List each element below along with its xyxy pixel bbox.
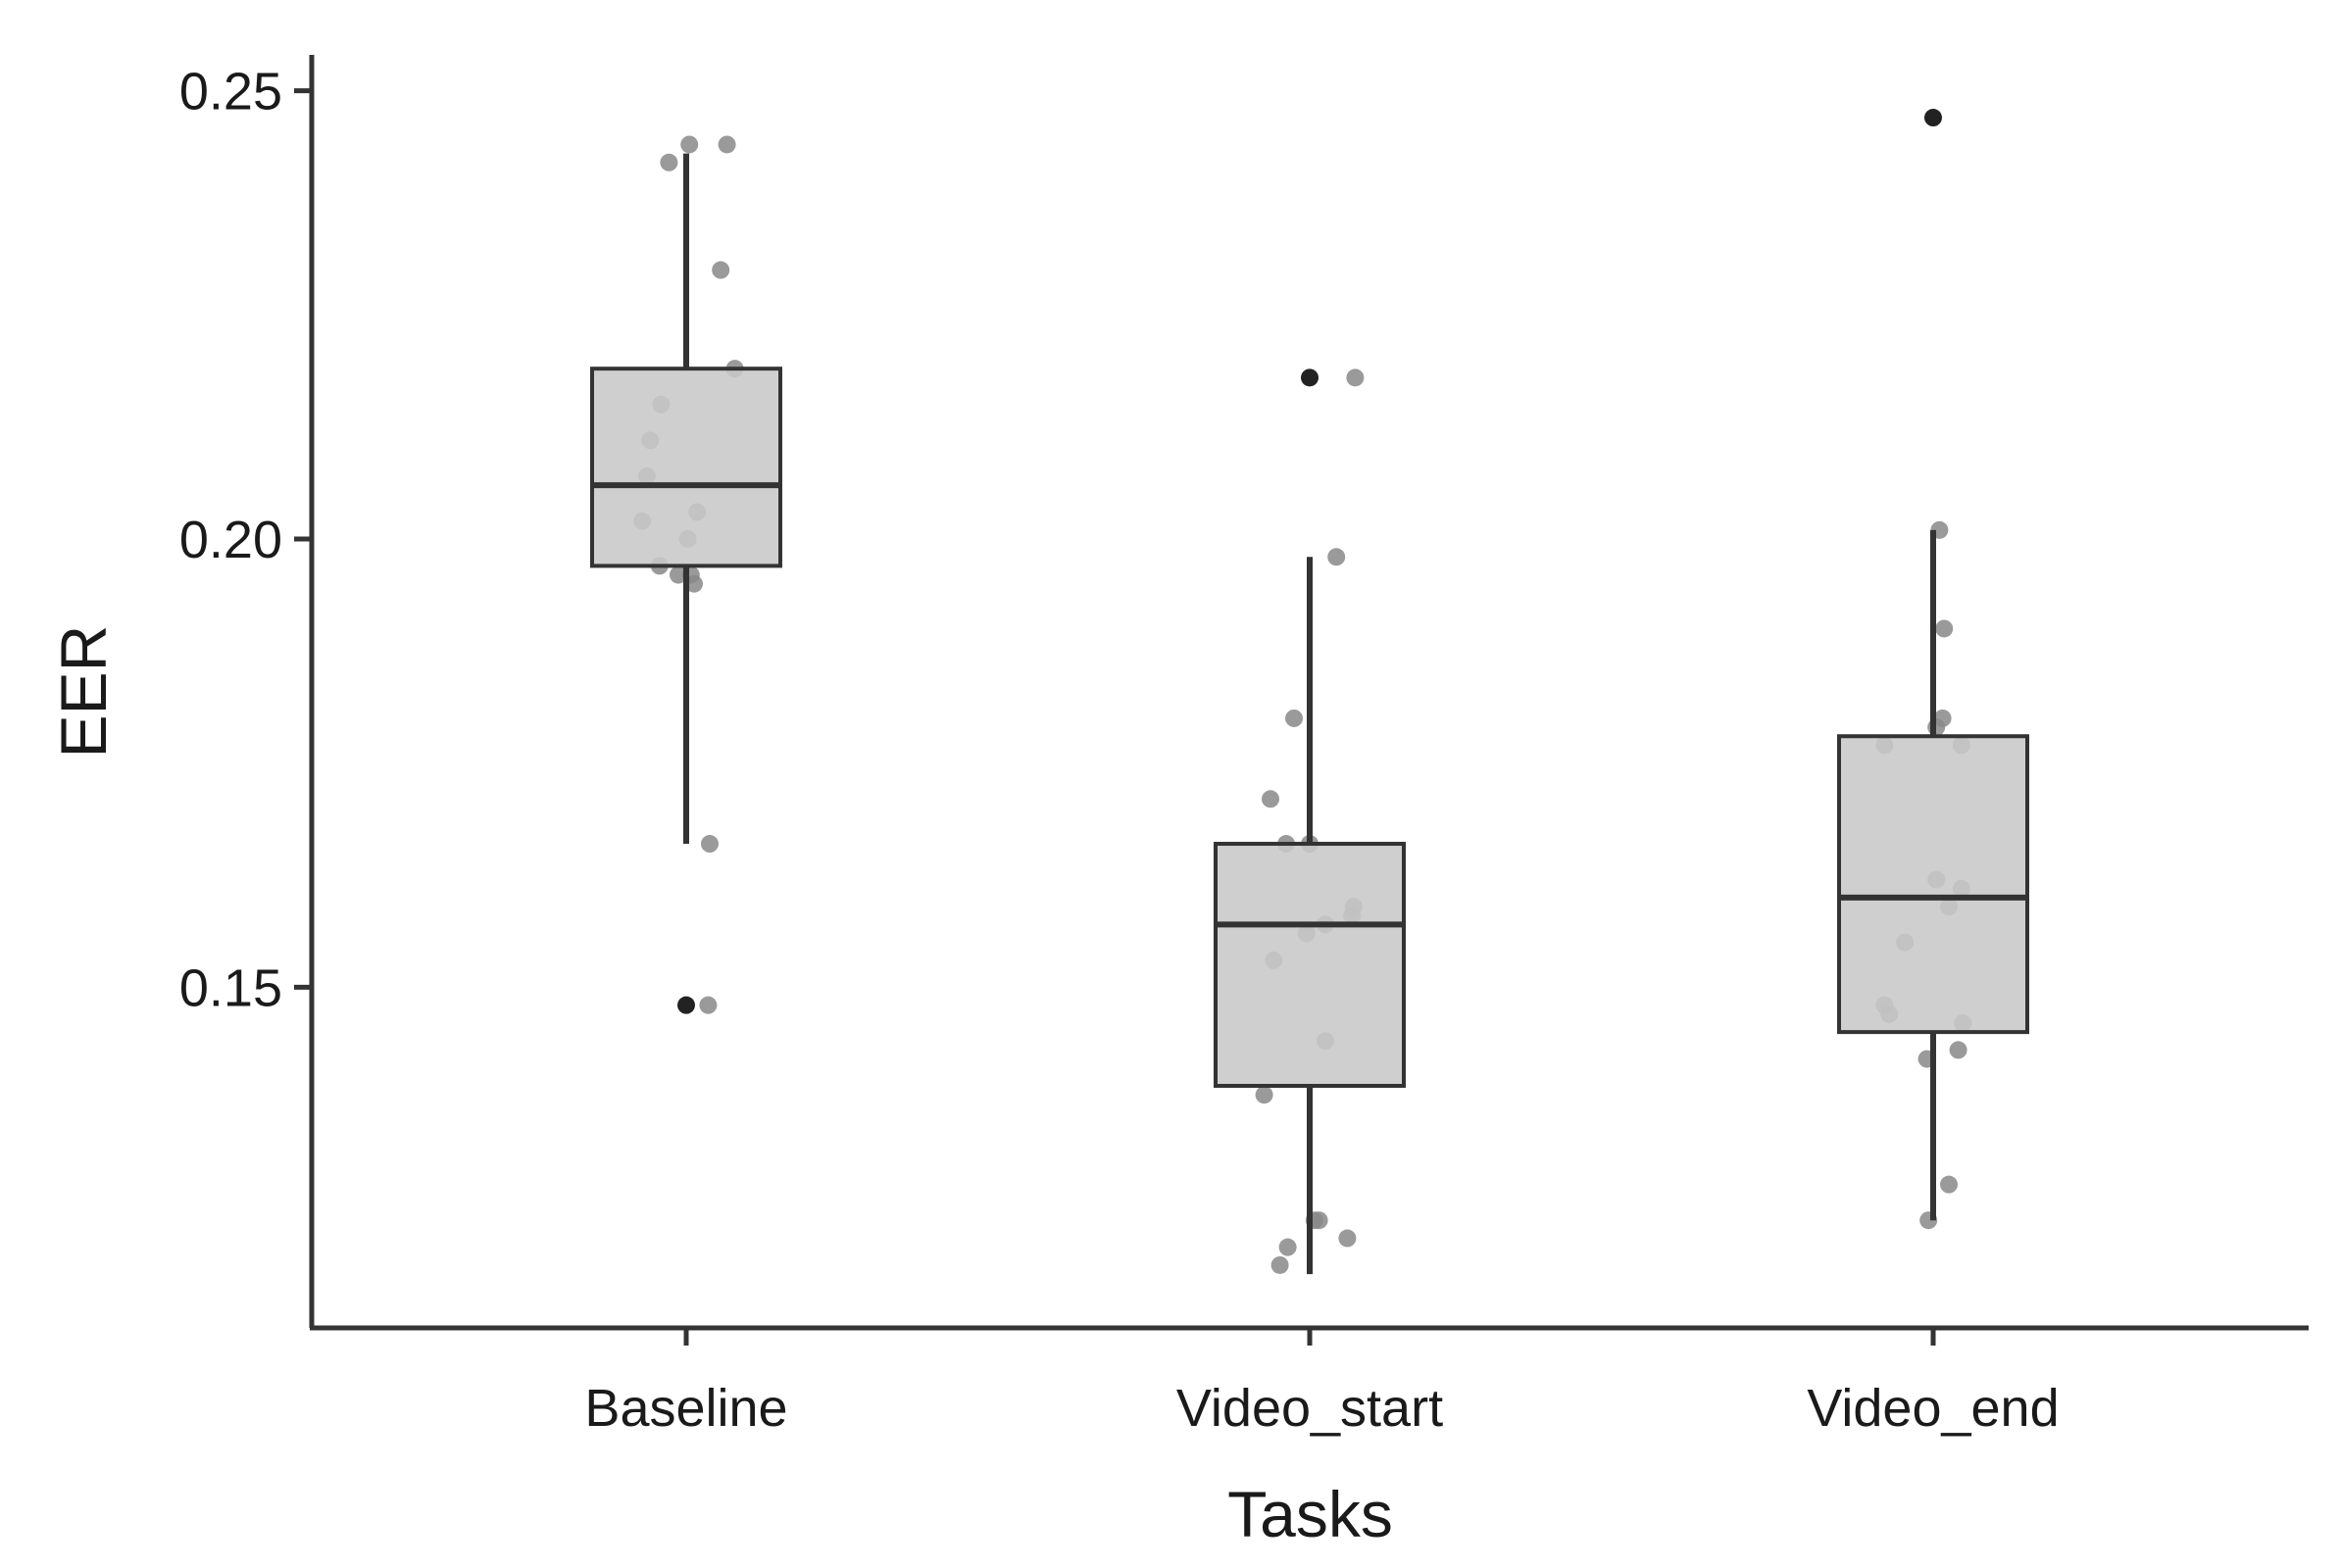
box-video-end: [1837, 109, 2029, 1221]
y-tick-label: 0.20: [179, 511, 282, 569]
x-tick-label: Video_start: [1176, 1379, 1443, 1438]
x-axis-title: Tasks: [1227, 1478, 1393, 1550]
box-baseline: [590, 153, 782, 1014]
y-tick-label: 0.25: [179, 63, 282, 122]
boxes-layer: [590, 109, 2029, 1275]
data-point: [1338, 1229, 1357, 1248]
data-point: [1255, 1086, 1273, 1104]
data-point: [1262, 790, 1279, 808]
iqr-box: [590, 367, 782, 568]
data-point: [1285, 709, 1303, 727]
data-point: [1270, 1255, 1289, 1274]
data-point: [660, 153, 678, 172]
data-point: [1935, 619, 1954, 638]
x-tick-label: Video_end: [1807, 1379, 2059, 1438]
iqr-box: [1837, 734, 2029, 1035]
data-point: [1949, 1041, 1967, 1059]
data-point: [1327, 548, 1346, 566]
y-tick-label: 0.15: [179, 958, 282, 1017]
data-point: [1346, 368, 1365, 387]
box-video-start: [1214, 368, 1406, 1275]
data-point: [1278, 1238, 1297, 1256]
data-point: [685, 574, 703, 593]
data-point: [1940, 1175, 1958, 1194]
data-point: [680, 135, 699, 154]
data-point: [699, 996, 718, 1014]
data-point: [712, 261, 730, 279]
iqr-box: [1214, 842, 1406, 1089]
data-point: [1310, 1211, 1328, 1230]
x-tick-label: Baseline: [584, 1379, 787, 1438]
data-point: [1927, 718, 1946, 737]
data-point: [718, 135, 736, 154]
data-point: [701, 835, 719, 854]
jitter-points-layer: [633, 135, 1972, 1274]
outlier-point: [1924, 109, 1942, 127]
data-point: [670, 565, 687, 584]
axes-layer: 0.15 0.20 0.25 Baseline Video_start Video_end: [179, 55, 2309, 1438]
y-axis-title: EER: [47, 625, 120, 759]
outlier-point: [1301, 368, 1319, 387]
outlier-point: [677, 996, 695, 1014]
